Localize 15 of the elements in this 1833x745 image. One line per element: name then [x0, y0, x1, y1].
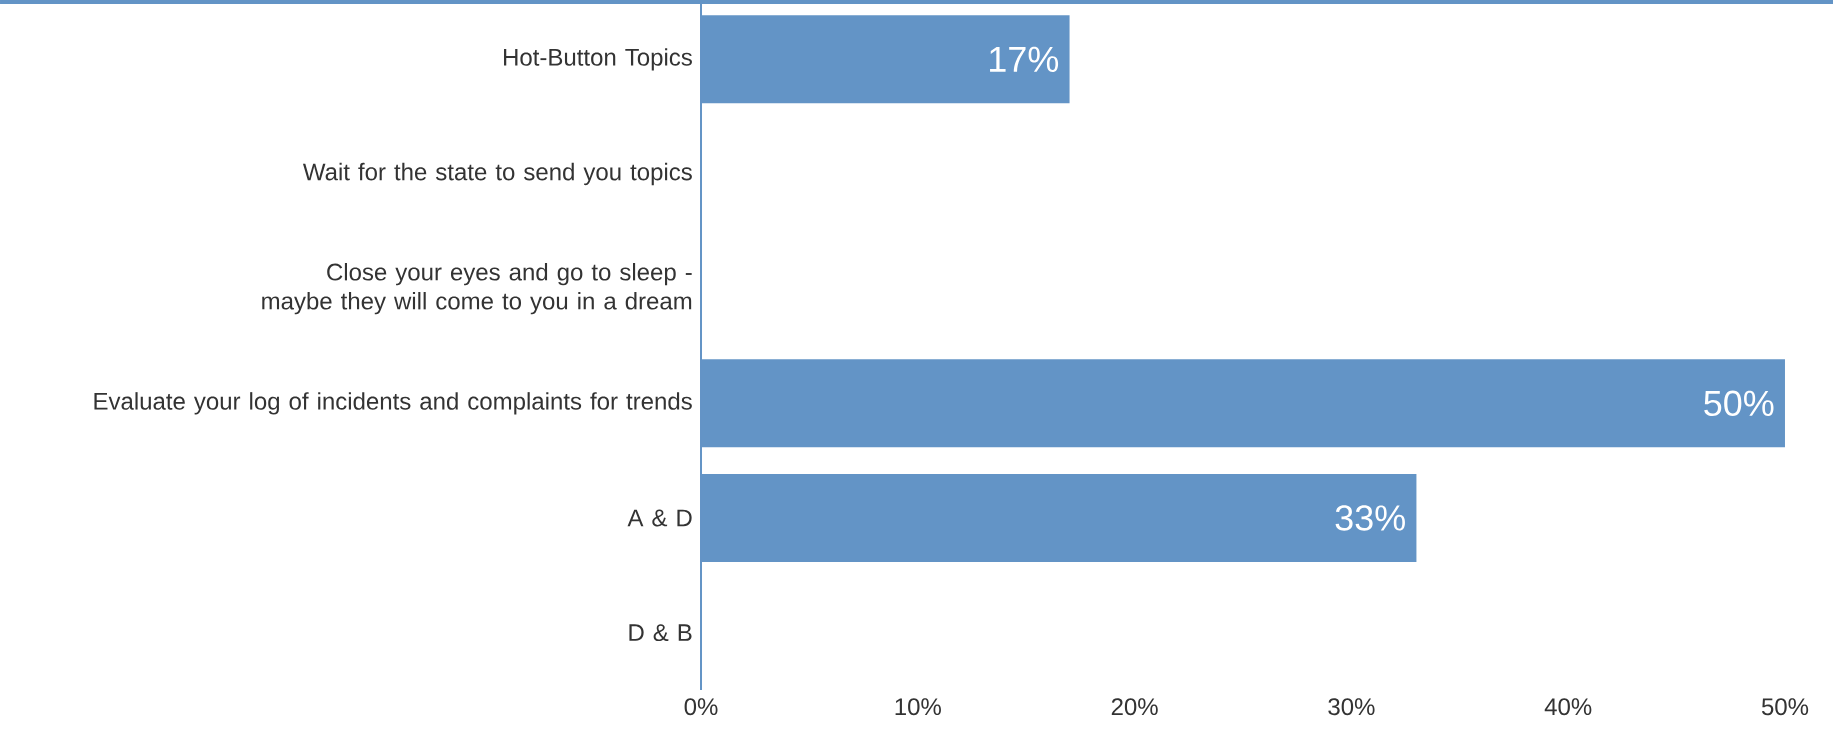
data-label: 33%: [1335, 505, 1405, 531]
x-tick-label: 0%: [684, 698, 718, 716]
y-tick-label: Wait for the state to send you topics: [302, 162, 692, 186]
y-tick-label: D & B: [629, 624, 692, 642]
x-tick-label: 40%: [1544, 698, 1592, 716]
data-label: 50%: [1704, 390, 1774, 417]
y-tick-label: Hot-Button Topics: [504, 48, 692, 71]
x-tick-label: 30%: [1328, 698, 1375, 716]
x-tick-label: 10%: [895, 698, 941, 716]
y-tick-label: Evaluate your log of incidents and complaints for trends: [94, 392, 692, 415]
data-label: 17%: [990, 46, 1059, 72]
y-tick-label: Close your eyes and go to sleep - maybe they will come to you in a dream: [262, 262, 692, 315]
x-tick-label: 20%: [1111, 698, 1158, 716]
x-tick-label: 50%: [1761, 698, 1809, 716]
y-tick-label: A & D: [627, 509, 692, 527]
